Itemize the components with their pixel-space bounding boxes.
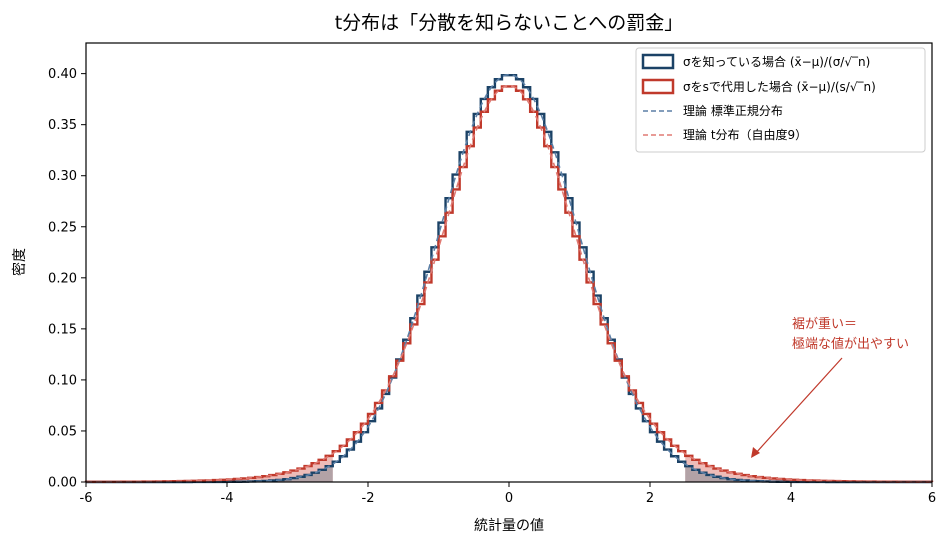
- x-tick-label: 2: [646, 491, 654, 506]
- y-tick-label: 0.15: [48, 322, 77, 337]
- legend-label-normal-curve: 理論 標準正規分布: [683, 103, 783, 118]
- normal-tail-shade-left: [86, 464, 333, 482]
- annotation-line-1: 裾が重い＝: [792, 316, 857, 332]
- y-tick-label: 0.10: [48, 373, 77, 388]
- annotation-line-2: 極端な値が出やすい: [792, 336, 909, 352]
- annotation-arrow: [754, 357, 843, 455]
- annotation: 裾が重い＝ 極端な値が出やすい: [751, 316, 909, 458]
- theory-curve-t-1: [86, 85, 932, 483]
- x-tick-label: -6: [80, 491, 93, 506]
- y-axis: 0.00 0.05 0.10 0.15 0.20 0.25 0.30 0.35 0.40: [48, 67, 86, 491]
- legend-box: [635, 47, 926, 153]
- x-tick-label: 0: [505, 491, 513, 506]
- x-tick-label: -4: [221, 491, 234, 506]
- y-tick-label: 0.25: [48, 220, 77, 235]
- legend-label-t-hist: σをsで代用した場合 (x̄−μ)/(s/√‾n): [683, 79, 876, 94]
- x-tick-label: 6: [928, 491, 936, 506]
- x-tick-label: -2: [362, 491, 375, 506]
- legend-label-t-curve: 理論 t分布（自由度9）: [683, 127, 807, 142]
- chart-title: t分布は「分散を知らないことへの罰金」: [335, 12, 684, 34]
- x-axis-label: 統計量の値: [474, 518, 544, 534]
- y-tick-label: 0.05: [48, 424, 77, 439]
- y-tick-label: 0.35: [48, 118, 77, 133]
- y-tick-label: 0.00: [48, 476, 77, 491]
- legend-swatch-normal-hist: [641, 53, 675, 70]
- annotation-arrowhead: [751, 447, 760, 458]
- y-tick-label: 0.20: [48, 271, 77, 286]
- legend-swatch-t-hist: [641, 78, 675, 95]
- y-tick-label: 0.30: [48, 169, 77, 184]
- legend-label-normal-hist: σを知っている場合 (x̄−μ)/(σ/√‾n): [683, 54, 870, 69]
- x-axis: -6 -4 -2 0 2 4 6: [80, 482, 936, 506]
- x-tick-label: 4: [787, 491, 795, 506]
- y-tick-label: 0.40: [48, 67, 77, 82]
- normal-tail-shade-right: [685, 464, 932, 482]
- y-axis-label: 密度: [11, 248, 28, 276]
- legend: σを知っている場合 (x̄−μ)/(σ/√‾n) σをsで代用した場合 (x̄−…: [635, 47, 926, 153]
